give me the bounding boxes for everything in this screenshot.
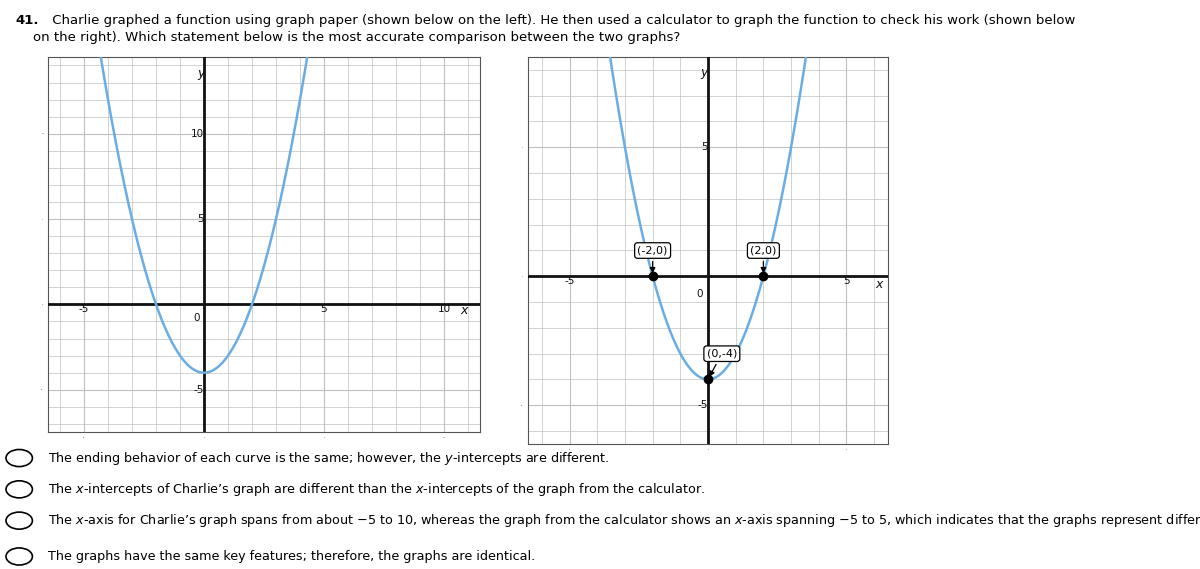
Text: y: y: [197, 67, 204, 80]
Text: 41.: 41.: [16, 14, 40, 27]
Text: The $x$-axis for Charlie’s graph spans from about $-5$ to 10, whereas the graph : The $x$-axis for Charlie’s graph spans f…: [48, 512, 1200, 529]
Text: 0: 0: [193, 313, 199, 323]
Text: -5: -5: [79, 304, 89, 315]
Text: (0,-4): (0,-4): [707, 349, 737, 376]
Text: 5: 5: [701, 142, 708, 152]
Text: -5: -5: [697, 400, 708, 410]
Text: 10: 10: [191, 129, 204, 139]
Text: 5: 5: [844, 276, 850, 286]
Text: The ending behavior of each curve is the same; however, the $y$-intercepts are d: The ending behavior of each curve is the…: [48, 450, 610, 467]
Text: x: x: [461, 304, 468, 318]
Text: y: y: [701, 65, 708, 79]
Text: Charlie graphed a function using graph paper (shown below on the left). He then : Charlie graphed a function using graph p…: [48, 14, 1075, 27]
Text: The graphs have the same key features; therefore, the graphs are identical.: The graphs have the same key features; t…: [48, 550, 535, 563]
Text: 5: 5: [197, 214, 204, 224]
Text: (2,0): (2,0): [750, 245, 776, 272]
Text: 10: 10: [438, 304, 450, 315]
Text: -5: -5: [193, 385, 204, 395]
Text: The $x$-intercepts of Charlie’s graph are different than the $x$-intercepts of t: The $x$-intercepts of Charlie’s graph ar…: [48, 481, 706, 498]
Text: x: x: [876, 278, 883, 291]
Text: (-2,0): (-2,0): [637, 245, 668, 272]
Text: 0: 0: [696, 289, 702, 299]
Text: -5: -5: [564, 276, 575, 286]
Text: on the right). Which statement below is the most accurate comparison between the: on the right). Which statement below is …: [16, 31, 680, 44]
Text: 5: 5: [320, 304, 328, 315]
